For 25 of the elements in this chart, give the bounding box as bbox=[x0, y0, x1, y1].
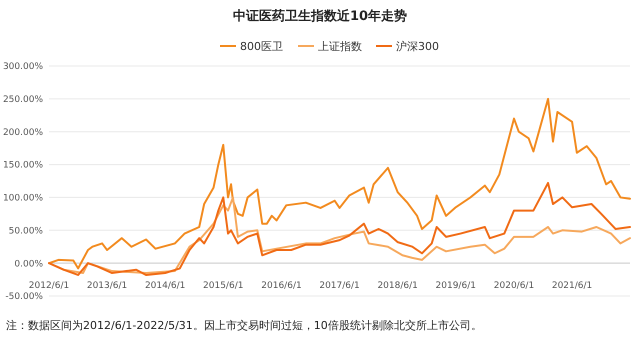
chart-title: 中证医药卫生指数近10年走势 bbox=[232, 8, 408, 24]
x-tick-label: 2018/6/1 bbox=[377, 281, 418, 292]
x-tick-label: 2021/6/1 bbox=[552, 281, 592, 292]
y-tick-label: 250.00% bbox=[2, 95, 44, 106]
x-tick-label: 2019/6/1 bbox=[436, 281, 476, 292]
x-tick-label: 2016/6/1 bbox=[261, 281, 302, 292]
line-series bbox=[48, 98, 631, 270]
y-tick-label: 300.00% bbox=[2, 62, 44, 72]
x-tick-label: 2013/6/1 bbox=[86, 281, 128, 292]
y-tick-label: 50.00% bbox=[8, 226, 44, 236]
x-tick-label: 2020/6/1 bbox=[494, 281, 534, 292]
y-tick-label: 200.00% bbox=[2, 128, 44, 138]
y-tick-label: 0.00% bbox=[14, 259, 44, 270]
legend-label: 800医卫 bbox=[240, 40, 283, 53]
legend-label: 上证指数 bbox=[318, 40, 362, 53]
x-tick-label: 2014/6/1 bbox=[144, 281, 186, 292]
x-tick-label: 2017/6/1 bbox=[319, 281, 360, 292]
y-tick-label: 100.00% bbox=[2, 194, 44, 204]
y-tick-label: 150.00% bbox=[2, 160, 44, 171]
x-tick-label: 2012/6/1 bbox=[28, 281, 70, 292]
line-series bbox=[48, 182, 631, 276]
text: 注：数据区间为2012/6/1-2022/5/31。因上市交易时间过短，10倍股统计剔除北交所上市公司。 bbox=[6, 319, 482, 332]
x-tick-label: 2015/6/1 bbox=[203, 281, 244, 292]
legend-label: 沪深300 bbox=[396, 40, 439, 53]
y-tick-label: -50.00% bbox=[5, 292, 44, 302]
